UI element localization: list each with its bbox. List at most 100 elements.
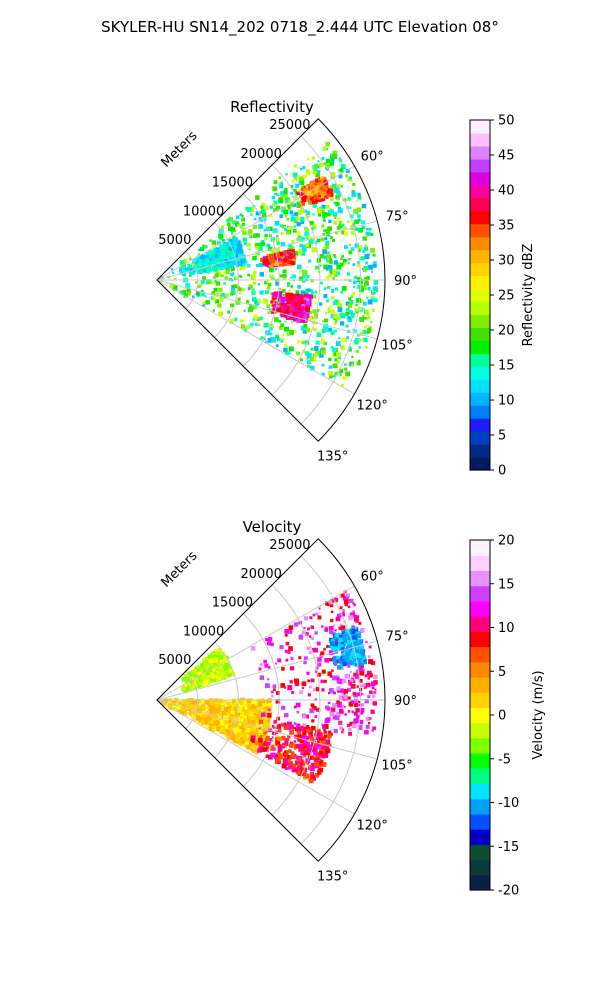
colorbar-tick-label: 35	[498, 219, 515, 234]
reflectivity-panel-title: Reflectivity	[230, 98, 314, 116]
colorbar-segment	[470, 120, 490, 134]
colorbar-segment	[470, 737, 490, 754]
azimuth-spoke	[156, 699, 378, 760]
colorbar-segment	[470, 783, 490, 800]
colorbar-tick-label: 50	[498, 114, 515, 129]
angle-tick-label: 135°	[317, 870, 348, 885]
reflectivity-labels: 60° 75° 90° 105° 120° 135° 5000 10000 15000 20000…	[158, 118, 417, 465]
colorbar-segment	[470, 418, 490, 432]
colorbar-segment	[470, 431, 490, 445]
colorbar-segment	[470, 340, 490, 354]
colorbar-tick-label: 5	[498, 665, 506, 680]
colorbar-segment	[470, 353, 490, 367]
colorbar-tick-label: 45	[498, 149, 515, 164]
echo-region	[260, 249, 296, 268]
colorbar-tick-label: -20	[498, 884, 519, 899]
azimuth-spoke	[156, 279, 355, 395]
reflectivity-echo-layer	[160, 141, 378, 387]
echo-region	[328, 626, 368, 670]
echo-region	[157, 697, 273, 755]
colorbar-segment	[470, 158, 490, 173]
angle-tick-label: 135°	[317, 450, 348, 465]
azimuth-spoke	[156, 220, 378, 281]
colorbar-segment	[470, 444, 490, 458]
colorbar-segment	[470, 275, 490, 290]
sector-outline	[156, 118, 386, 442]
range-tick-label: 5000	[158, 653, 191, 668]
colorbar-segment	[470, 585, 490, 602]
range-tick-label: 15000	[212, 176, 253, 191]
reflectivity-panel: Reflectivity 60° 75° 90° 105° 120° 135° 5000 10…	[156, 98, 536, 479]
colorbar-segment	[470, 555, 490, 572]
figure-title: SKYLER-HU SN14_202 0718_2.444 UTC Elevat…	[101, 18, 499, 37]
colorbar-segment	[470, 844, 490, 861]
reflectivity-colorbar-label: Reflectivity dBZ	[521, 244, 536, 347]
azimuth-spoke	[156, 165, 355, 281]
colorbar-segment	[470, 753, 490, 769]
range-tick-label: 5000	[158, 233, 191, 248]
echo-region	[250, 719, 333, 784]
colorbar-tick-label: 0	[498, 464, 506, 479]
velocity-range-label: Meters	[159, 548, 201, 590]
colorbar-tick-label: 40	[498, 184, 515, 199]
range-tick-label: 20000	[241, 567, 282, 582]
colorbar-segment	[470, 145, 490, 160]
velocity-echo-layer	[157, 590, 378, 784]
colorbar-segment	[470, 171, 490, 186]
colorbar-segment	[470, 570, 490, 587]
angle-tick-label: 105°	[381, 338, 412, 353]
angle-tick-label: 120°	[357, 398, 388, 413]
colorbar-segment	[470, 676, 490, 693]
colorbar-segment	[470, 197, 490, 212]
colorbar-segment	[470, 798, 490, 815]
colorbar-segment	[470, 768, 490, 785]
colorbar-segment	[470, 813, 490, 830]
angle-tick-label: 90°	[394, 694, 417, 709]
azimuth-spoke	[156, 640, 378, 701]
colorbar-segment	[470, 457, 490, 471]
echo-region	[181, 647, 236, 693]
colorbar-tick-label: 0	[498, 709, 506, 724]
velocity-panel: Velocity 60° 75° 90° 105° 120° 135° 5000 10000 1…	[156, 518, 546, 899]
range-tick-label: 25000	[269, 118, 310, 133]
colorbar-tick-label: 10	[498, 394, 515, 409]
colorbar-tick-label: 15	[498, 577, 515, 592]
angle-tick-label: 90°	[394, 274, 417, 289]
colorbar-segment	[470, 646, 490, 663]
sector-outline	[156, 538, 386, 862]
colorbar-segment	[470, 692, 490, 708]
reflectivity-grid	[156, 118, 386, 442]
colorbar-segment	[470, 314, 490, 328]
azimuth-spoke	[156, 279, 378, 340]
colorbar-segment	[470, 707, 490, 724]
colorbar-segment	[470, 874, 490, 891]
velocity-grid	[156, 538, 386, 862]
colorbar-segment	[470, 236, 490, 251]
colorbar-segment	[470, 184, 490, 199]
colorbar-segment	[470, 132, 490, 147]
angle-tick-label: 105°	[381, 758, 412, 773]
colorbar-tick-label: -10	[498, 796, 519, 811]
velocity-colorbar-label: Velocity (m/s)	[531, 670, 546, 759]
velocity-labels: 60° 75° 90° 105° 120° 135° 5000 10000 15000 20000…	[158, 538, 417, 885]
range-tick-label: 15000	[212, 596, 253, 611]
echo-region	[160, 141, 378, 387]
colorbar-segment	[470, 210, 490, 225]
velocity-panel-title: Velocity	[243, 518, 302, 536]
colorbar-tick-label: 20	[498, 324, 515, 339]
azimuth-spoke	[156, 699, 355, 815]
colorbar-tick-label: 15	[498, 359, 515, 374]
colorbar-tick-label: 25	[498, 289, 515, 304]
echo-region	[296, 176, 335, 207]
colorbar-segment	[470, 722, 490, 739]
colorbar-segment	[470, 223, 490, 238]
colorbar-segment	[470, 301, 490, 316]
colorbar-segment	[470, 661, 490, 678]
range-tick-label: 10000	[183, 204, 224, 219]
colorbar-segment	[470, 829, 490, 845]
colorbar-tick-label: 5	[498, 429, 506, 444]
colorbar-tick-label: 20	[498, 534, 515, 549]
angle-tick-label: 120°	[357, 818, 388, 833]
colorbar-segment	[470, 249, 490, 264]
colorbar-segment	[470, 379, 490, 393]
